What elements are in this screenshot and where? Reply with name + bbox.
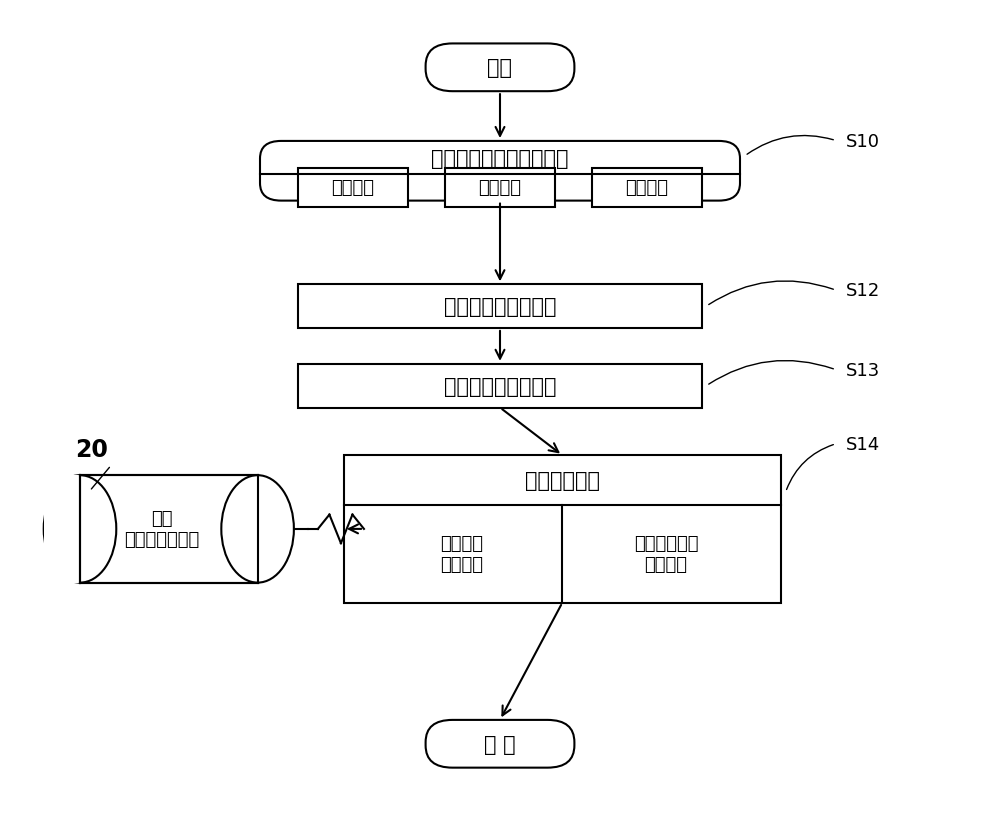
Bar (592, 169, 702, 207)
Bar (298, 169, 408, 207)
Text: 各粒组样本块石重量: 各粒组样本块石重量 (444, 376, 556, 396)
Bar (445, 169, 555, 207)
Text: S12: S12 (846, 282, 880, 300)
Text: 块石
三维模型数据库: 块石 三维模型数据库 (124, 510, 199, 549)
FancyBboxPatch shape (426, 720, 574, 768)
Text: 各粒组块石实际重量: 各粒组块石实际重量 (444, 296, 556, 316)
Bar (298, 364, 702, 408)
Text: S10: S10 (846, 132, 880, 151)
Bar (44, 475, 80, 583)
Bar (298, 285, 702, 329)
Ellipse shape (221, 475, 294, 583)
Text: S14: S14 (846, 436, 880, 453)
Text: 20: 20 (76, 438, 108, 462)
Text: S13: S13 (846, 361, 880, 379)
Text: 模型类型: 模型类型 (625, 180, 668, 197)
Text: 开始: 开始 (488, 58, 512, 78)
Text: 块石样本模型: 块石样本模型 (525, 470, 600, 490)
Ellipse shape (44, 475, 116, 583)
FancyBboxPatch shape (260, 142, 740, 201)
Text: 块石属性: 块石属性 (479, 180, 522, 197)
Text: 结 束: 结 束 (484, 734, 516, 753)
Text: 土石混合体模型基本信息: 土石混合体模型基本信息 (431, 148, 569, 168)
Text: 粒度组成: 粒度组成 (332, 180, 375, 197)
Text: 直接得到
块石模型: 直接得到 块石模型 (440, 535, 483, 573)
FancyBboxPatch shape (426, 45, 574, 92)
Bar (80, 475, 258, 583)
Bar (344, 455, 781, 603)
Text: 通过缩放得到
块石模型: 通过缩放得到 块石模型 (634, 535, 698, 573)
